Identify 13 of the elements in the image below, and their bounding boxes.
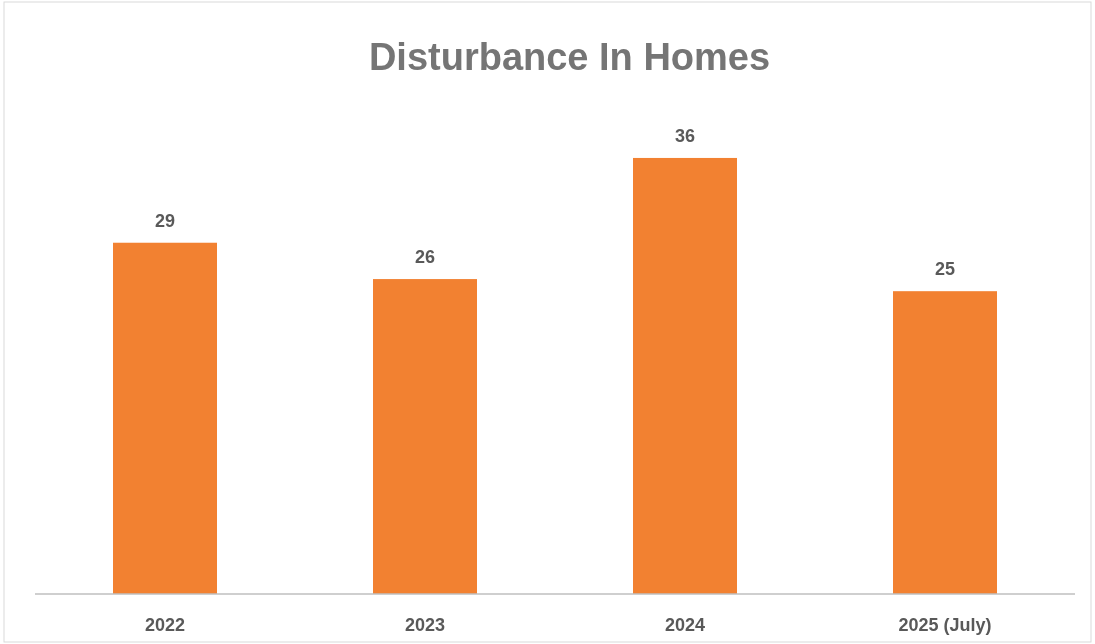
bar (893, 291, 997, 594)
data-label: 36 (674, 125, 696, 146)
chart-title: Disturbance In Homes (368, 36, 771, 78)
data-label: 26 (414, 247, 436, 268)
bar (113, 242, 217, 594)
bar (633, 157, 737, 594)
x-tick-label: 2023 (404, 615, 446, 635)
bar (373, 279, 477, 594)
data-label: 25 (934, 259, 956, 280)
x-tick-label: 2022 (144, 615, 186, 635)
x-tick-label: 2025 (July) (898, 615, 992, 635)
data-label: 29 (154, 210, 176, 231)
x-tick-label: 2024 (664, 615, 706, 635)
